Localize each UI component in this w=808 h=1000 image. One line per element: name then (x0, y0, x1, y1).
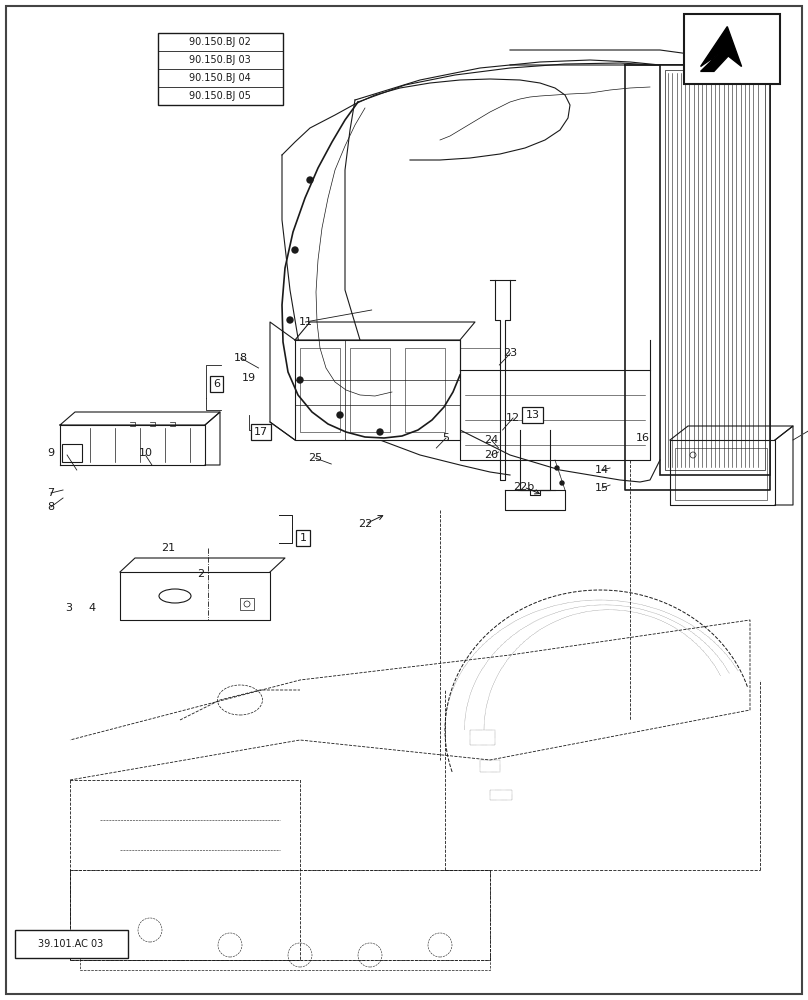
Circle shape (560, 481, 564, 485)
Text: 17: 17 (254, 427, 268, 437)
Bar (480, 760, 500, 772)
Text: 12: 12 (506, 413, 520, 423)
Text: 23: 23 (503, 348, 518, 358)
Bar (295, 340, 460, 440)
Circle shape (297, 377, 303, 383)
Text: 4: 4 (89, 603, 95, 613)
Text: 3: 3 (65, 603, 72, 613)
Bar (300, 348, 340, 432)
Text: 9: 9 (48, 448, 54, 458)
Bar (470, 730, 495, 745)
Text: 19: 19 (242, 373, 256, 383)
Circle shape (292, 247, 298, 253)
Bar (675, 448, 767, 500)
Text: 39.101.AC 03: 39.101.AC 03 (39, 939, 103, 949)
Text: 8: 8 (48, 502, 54, 512)
Bar (660, 65, 770, 475)
Bar (405, 348, 445, 432)
Bar (240, 598, 254, 610)
Text: 21: 21 (161, 543, 175, 553)
Text: 20: 20 (484, 450, 499, 460)
Text: 90.150.BJ 03: 90.150.BJ 03 (189, 55, 251, 65)
Text: 22b: 22b (513, 482, 534, 492)
Text: 2: 2 (197, 569, 204, 579)
Text: 10: 10 (138, 448, 153, 458)
Text: 7: 7 (48, 488, 54, 498)
Circle shape (555, 466, 559, 470)
Text: 1: 1 (300, 533, 306, 543)
Text: 15: 15 (595, 483, 609, 493)
Bar (665, 70, 765, 470)
Text: 18: 18 (234, 353, 248, 363)
Bar (350, 348, 390, 432)
Bar (158, 33, 283, 105)
Text: 90.150.BJ 05: 90.150.BJ 05 (189, 91, 251, 101)
Text: 11: 11 (298, 317, 313, 327)
Bar (490, 790, 512, 800)
Text: 25: 25 (308, 453, 322, 463)
Bar (460, 348, 500, 432)
Text: 13: 13 (525, 410, 540, 420)
Text: 14: 14 (595, 465, 609, 475)
Text: 90.150.BJ 02: 90.150.BJ 02 (189, 37, 251, 47)
Text: 16: 16 (635, 433, 650, 443)
Text: 6: 6 (213, 379, 220, 389)
Bar (15, 930, 128, 958)
Bar (684, 14, 780, 84)
Circle shape (307, 177, 313, 183)
Circle shape (337, 412, 343, 418)
Polygon shape (701, 27, 742, 71)
Text: 24: 24 (484, 435, 499, 445)
Text: 90.150.BJ 04: 90.150.BJ 04 (189, 73, 251, 83)
Text: 5: 5 (443, 433, 449, 443)
Bar (62, 444, 82, 462)
Text: 22: 22 (358, 519, 372, 529)
Circle shape (377, 429, 383, 435)
Circle shape (287, 317, 293, 323)
